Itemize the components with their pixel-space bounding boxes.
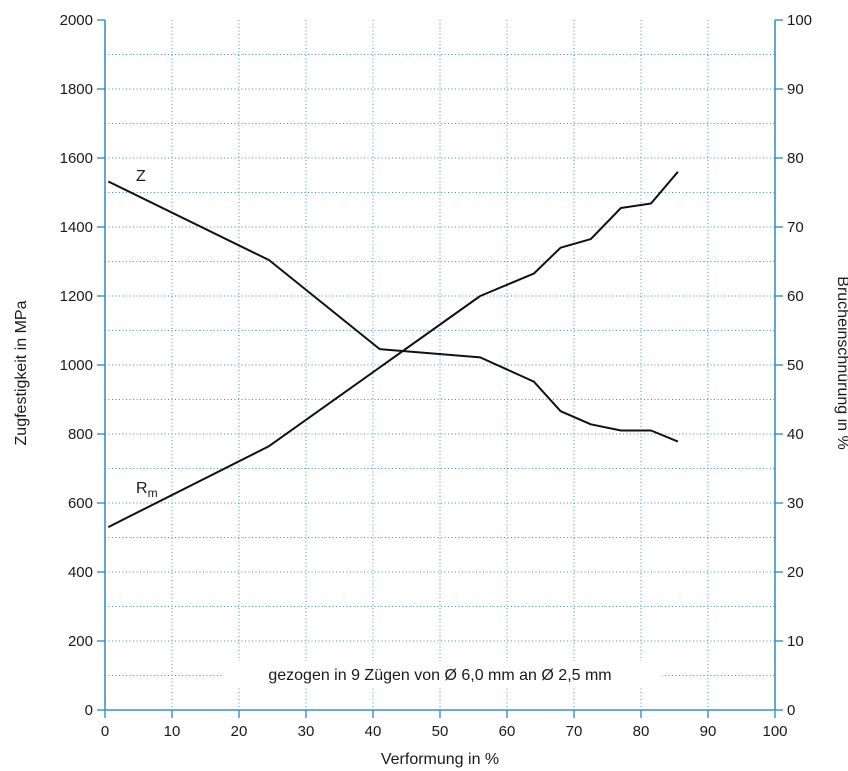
y-right-tick-label: 40	[787, 426, 804, 443]
x-tick-label: 40	[365, 723, 382, 740]
series-label-z: Z	[136, 168, 146, 185]
x-tick-label: 0	[101, 723, 109, 740]
x-tick-label: 20	[231, 723, 248, 740]
y-left-tick-label: 600	[68, 495, 93, 512]
series-label-subscript: m	[148, 486, 158, 500]
y-right-tick-label: 0	[787, 702, 795, 719]
annotation-background	[222, 661, 662, 687]
y-left-tick-label: 1200	[60, 288, 93, 305]
y-left-tick-label: 2000	[60, 12, 93, 29]
y-left-tick-label: 1600	[60, 150, 93, 167]
y-right-tick-label: 90	[787, 81, 804, 98]
x-tick-label: 60	[499, 723, 516, 740]
y-left-tick-label: 0	[85, 702, 93, 719]
y-right-tick-label: 100	[787, 12, 812, 29]
y-right-tick-label: 30	[787, 495, 804, 512]
y-right-tick-label: 80	[787, 150, 804, 167]
x-tick-label: 70	[566, 723, 583, 740]
y-left-axis-title: Zugfestigkeit in MPa	[13, 300, 30, 445]
x-tick-label: 10	[164, 723, 181, 740]
y-left-tick-label: 1000	[60, 357, 93, 374]
x-tick-label: 80	[633, 723, 650, 740]
x-tick-label: 50	[432, 723, 449, 740]
x-tick-label: 30	[298, 723, 315, 740]
x-tick-label: 90	[700, 723, 717, 740]
series-line-z	[107, 180, 679, 443]
x-tick-label: 100	[762, 723, 787, 740]
grid	[105, 20, 775, 710]
ticks: 0 10 20 30 40 50 60 70 80 90 100020040060080010001…	[60, 12, 812, 740]
y-left-tick-label: 800	[68, 426, 93, 443]
y-left-tick-label: 1800	[60, 81, 93, 98]
y-right-tick-label: 70	[787, 219, 804, 236]
annotation: gezogen in 9 Zügen von Ø 6,0 mm an Ø 2,5…	[268, 667, 611, 684]
y-left-tick-label: 200	[68, 633, 93, 650]
y-right-tick-label: 20	[787, 564, 804, 581]
y-right-tick-label: 60	[787, 288, 804, 305]
series-label-rm: Rm	[136, 480, 158, 500]
y-left-tick-label: 400	[68, 564, 93, 581]
y-left-tick-label: 1400	[60, 219, 93, 236]
x-axis-title: Verformung in %	[381, 751, 499, 768]
y-right-axis-title: Brucheinschnürung in %	[834, 276, 848, 449]
series-line-rm	[107, 171, 679, 528]
series: Rm Z	[107, 168, 679, 528]
axes	[104, 20, 776, 711]
y-right-tick-label: 50	[787, 357, 804, 374]
y-right-tick-label: 10	[787, 633, 804, 650]
